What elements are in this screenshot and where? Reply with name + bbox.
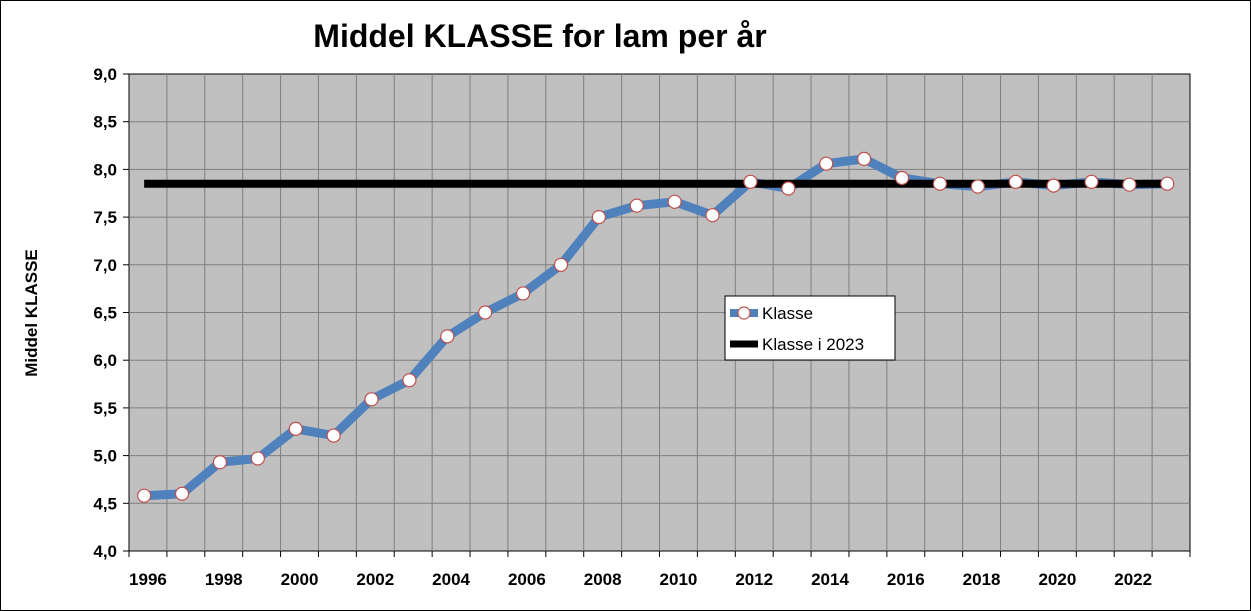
y-tick-label: 7,5 bbox=[93, 208, 117, 227]
chart-title: Middel KLASSE for lam per år bbox=[313, 18, 766, 54]
data-point-klasse bbox=[440, 329, 455, 344]
x-tick-label: 2002 bbox=[356, 570, 394, 589]
x-tick-label: 2006 bbox=[508, 570, 546, 589]
data-point-klasse bbox=[667, 194, 682, 209]
data-point-klasse bbox=[1046, 178, 1061, 193]
x-tick-label: 1998 bbox=[205, 570, 243, 589]
data-point-klasse bbox=[212, 455, 228, 470]
x-tick-label: 2014 bbox=[811, 570, 849, 589]
legend-label-klasse-i-2023: Klasse i 2023 bbox=[762, 335, 864, 354]
y-tick-label: 9,0 bbox=[93, 65, 117, 84]
x-tick-label: 2010 bbox=[660, 570, 698, 589]
data-point-klasse bbox=[970, 179, 985, 194]
data-point-klasse bbox=[174, 486, 190, 501]
legend-label-klasse: Klasse bbox=[762, 304, 813, 323]
y-axis-label: Middel KLASSE bbox=[22, 249, 41, 377]
data-point-klasse bbox=[591, 210, 606, 225]
y-tick-label: 5,0 bbox=[93, 447, 117, 466]
x-tick-label: 2022 bbox=[1114, 570, 1152, 589]
data-point-klasse bbox=[515, 286, 531, 301]
y-tick-label: 8,5 bbox=[93, 113, 117, 132]
data-point-klasse bbox=[781, 181, 796, 196]
data-point-klasse bbox=[1008, 174, 1023, 189]
data-point-klasse bbox=[932, 176, 948, 191]
data-point-klasse bbox=[250, 451, 265, 466]
x-tick-label: 1996 bbox=[129, 570, 167, 589]
data-point-klasse bbox=[629, 198, 644, 213]
y-tick-label: 4,0 bbox=[93, 542, 117, 561]
y-tick-label: 4,5 bbox=[93, 494, 117, 513]
data-point-klasse bbox=[478, 305, 493, 320]
data-point-klasse bbox=[705, 208, 720, 223]
data-point-klasse bbox=[1160, 176, 1175, 191]
y-tick-label: 6,0 bbox=[93, 351, 117, 370]
x-tick-label: 2004 bbox=[432, 570, 470, 589]
data-point-klasse bbox=[1084, 174, 1099, 189]
data-point-klasse bbox=[326, 428, 341, 443]
data-point-klasse bbox=[894, 170, 910, 186]
x-tick-label: 2016 bbox=[887, 570, 925, 589]
legend-box bbox=[724, 295, 896, 361]
data-point-klasse bbox=[402, 373, 417, 388]
x-tick-label: 2008 bbox=[584, 570, 622, 589]
y-tick-label: 6,5 bbox=[93, 304, 117, 323]
y-tick-label: 8,0 bbox=[93, 160, 117, 179]
data-point-klasse bbox=[857, 151, 872, 167]
data-point-klasse bbox=[743, 174, 758, 189]
x-tick-label: 2000 bbox=[281, 570, 319, 589]
x-tick-label: 2012 bbox=[735, 570, 773, 589]
data-point-klasse bbox=[819, 156, 834, 171]
x-tick-label: 2020 bbox=[1038, 570, 1076, 589]
data-point-klasse bbox=[1122, 177, 1137, 192]
y-tick-label: 5,5 bbox=[93, 399, 117, 418]
x-tick-label: 2018 bbox=[963, 570, 1001, 589]
data-point-klasse bbox=[288, 421, 303, 436]
data-point-klasse bbox=[553, 257, 569, 272]
data-point-klasse bbox=[364, 392, 379, 407]
data-point-klasse bbox=[137, 488, 152, 503]
legend-marker-klasse bbox=[737, 306, 751, 320]
y-tick-label: 7,0 bbox=[93, 256, 117, 275]
